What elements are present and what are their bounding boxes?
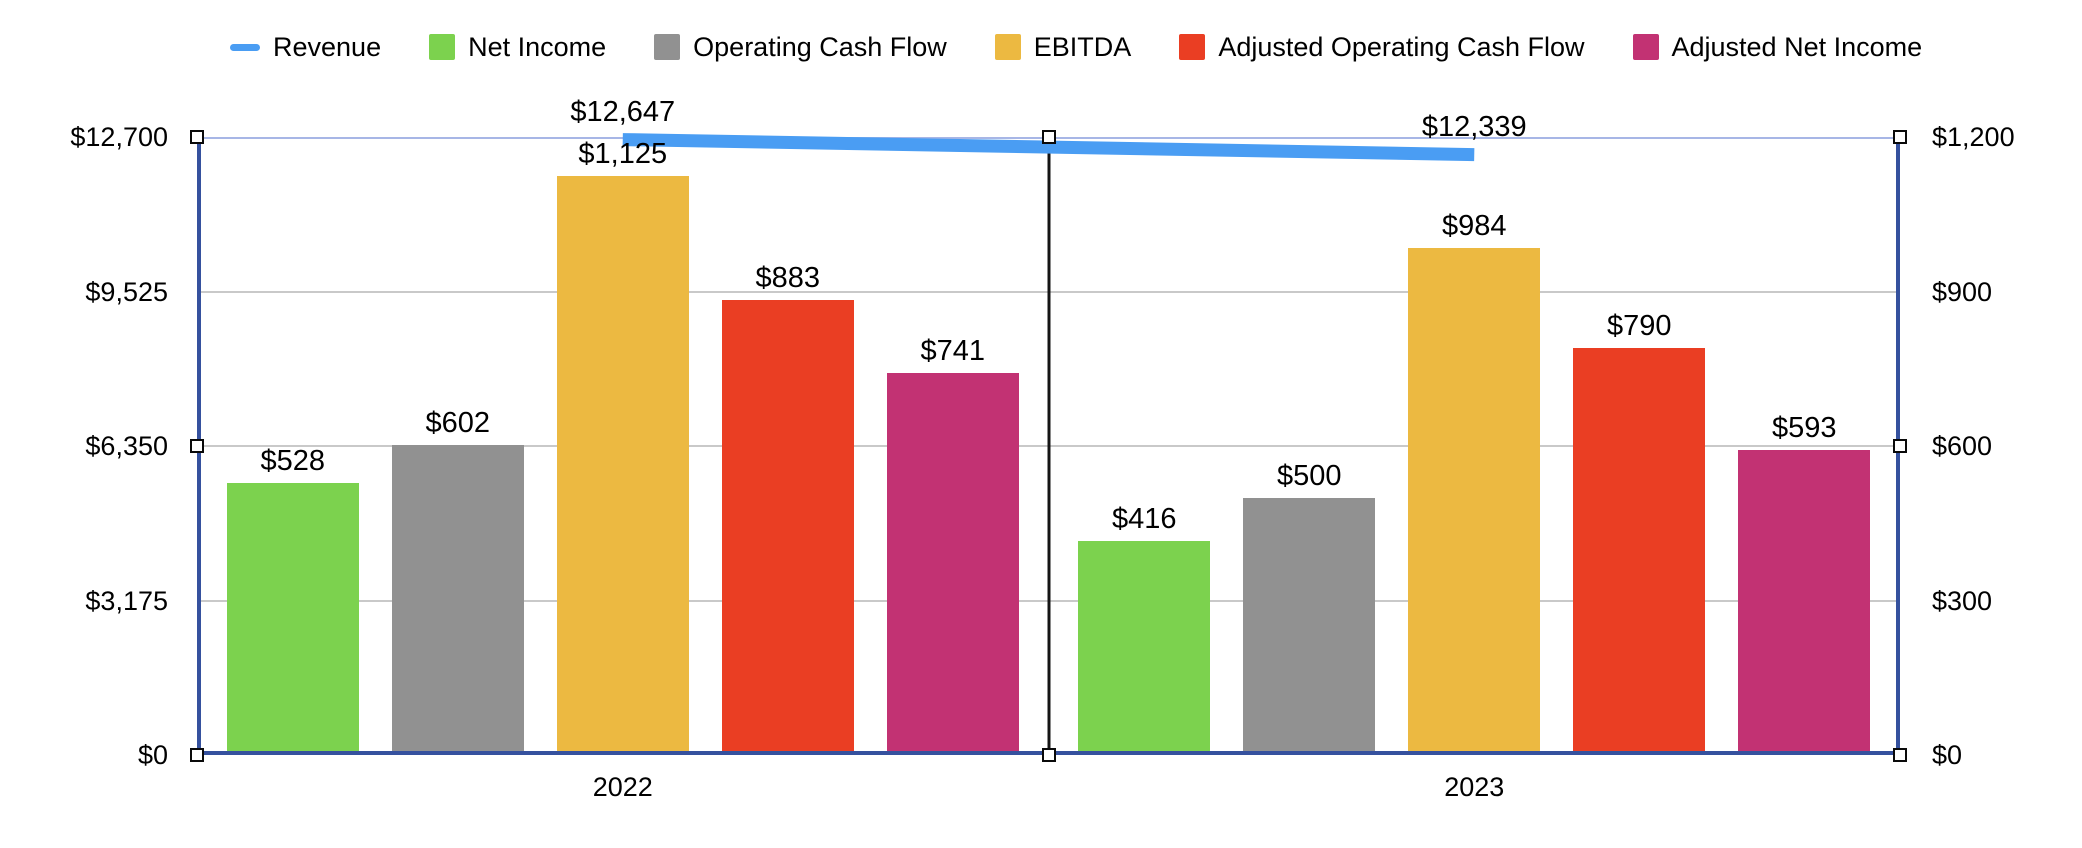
selection-handle-middle-right[interactable] — [1893, 439, 1907, 453]
revenue-line-layer — [622, 133, 1475, 162]
right-axis-tick--1-200: $1,200 — [1932, 122, 2015, 152]
bar-net-income-2022[interactable] — [226, 483, 359, 755]
left-axis-tick--9-525: $9,525 — [85, 276, 168, 307]
legend-label-ebitda: EBITDA — [1033, 32, 1132, 62]
revenue-line[interactable] — [622, 133, 1475, 162]
chart-legend: Revenue Net Income Operating Cash Flow EBIT… — [230, 30, 1922, 64]
legend-label-adjusted-operating-cash-flow: Adjusted Operating Cash Flow — [1218, 32, 1585, 62]
selection-handle-top-left[interactable] — [190, 130, 204, 144]
legend-label-revenue: Revenue — [273, 32, 382, 62]
legend-net-income-swatch-icon — [429, 34, 456, 60]
bar-value-label-ebitda-2023: $984 — [1441, 210, 1507, 243]
revenue-value-label-2023: $12,339 — [1421, 110, 1527, 143]
legend-ebitda-swatch-icon — [994, 34, 1021, 60]
bar-adjusted-net-income-2023[interactable] — [1738, 449, 1871, 755]
legend-item-adjusted-operating-cash-flow[interactable]: Adjusted Operating Cash Flow — [1179, 30, 1585, 64]
legend-item-net-income[interactable]: Net Income — [429, 30, 606, 64]
category-label-2022: 2022 — [592, 772, 653, 802]
legend-item-ebitda[interactable]: EBITDA — [994, 30, 1132, 64]
bar-value-label-ebitda-2022: $1,125 — [578, 137, 668, 170]
right-axis-tick--900: $900 — [1932, 276, 1993, 307]
legend-adjusted-operating-cash-flow-swatch-icon — [1179, 34, 1206, 60]
bar-value-label-net-income-2022: $528 — [260, 445, 326, 478]
bar-value-label-adjusted-operating-cash-flow-2022: $883 — [755, 262, 821, 295]
legend-adjusted-net-income-swatch-icon — [1632, 34, 1659, 60]
legend-label-operating-cash-flow: Operating Cash Flow — [693, 32, 947, 62]
left-axis-tick--12-700: $12,700 — [70, 122, 168, 152]
selection-handle-top-center[interactable] — [1041, 130, 1056, 144]
selection-handle-bottom-right[interactable] — [1893, 748, 1907, 762]
legend-label-net-income: Net Income — [468, 32, 607, 62]
category-label-2023: 2023 — [1444, 772, 1505, 802]
revenue-value-label-2022: $12,647 — [570, 95, 676, 128]
legend-item-operating-cash-flow[interactable]: Operating Cash Flow — [654, 30, 947, 64]
bar-net-income-2023[interactable] — [1078, 540, 1211, 755]
bar-value-label-adjusted-net-income-2022: $741 — [920, 335, 986, 368]
bar-value-label-net-income-2023: $416 — [1111, 502, 1177, 535]
bar-value-label-operating-cash-flow-2022: $602 — [425, 406, 491, 439]
legend-item-adjusted-net-income[interactable]: Adjusted Net Income — [1632, 30, 1923, 64]
left-axis-tick--0: $0 — [137, 740, 168, 770]
right-axis-tick--0: $0 — [1932, 740, 1963, 770]
legend-item-revenue[interactable]: Revenue — [230, 30, 381, 64]
bar-value-label-adjusted-operating-cash-flow-2023: $790 — [1606, 310, 1672, 343]
bar-value-label-adjusted-net-income-2023: $593 — [1771, 411, 1837, 444]
category-separator — [1047, 137, 1050, 755]
legend-operating-cash-flow-swatch-icon — [654, 34, 681, 60]
bar-ebitda-2022[interactable] — [556, 175, 689, 755]
right-axis-tick--300: $300 — [1932, 585, 1993, 616]
legend-label-adjusted-net-income: Adjusted Net Income — [1671, 32, 1923, 62]
bar-ebitda-2023[interactable] — [1408, 248, 1541, 755]
left-value-axis: $12,700 $9,525 $6,350 $3,175 $0 — [0, 0, 168, 848]
right-value-axis: $1,200 $900 $600 $300 $0 — [1932, 0, 2082, 848]
bar-adjusted-operating-cash-flow-2022[interactable] — [721, 300, 854, 755]
selection-handle-bottom-center[interactable] — [1041, 748, 1056, 762]
bar-adjusted-net-income-2022[interactable] — [886, 373, 1019, 755]
selection-handle-middle-left[interactable] — [190, 439, 204, 453]
right-axis-tick--600: $600 — [1932, 431, 1993, 461]
selection-handle-bottom-left[interactable] — [190, 748, 204, 762]
plot-area[interactable]: $528 $602 $1,125 $883 $741 $416 $500 $984 $790 $5… — [197, 96, 1900, 755]
left-axis-tick--3-175: $3,175 — [85, 585, 168, 616]
selection-handle-top-right[interactable] — [1893, 130, 1907, 144]
bar-adjusted-operating-cash-flow-2023[interactable] — [1573, 348, 1706, 755]
bar-operating-cash-flow-2022[interactable] — [391, 444, 524, 755]
legend-revenue-line-marker-icon — [230, 43, 260, 51]
left-axis-tick--6-350: $6,350 — [85, 431, 168, 461]
bar-value-label-operating-cash-flow-2023: $500 — [1276, 459, 1342, 492]
bar-operating-cash-flow-2023[interactable] — [1243, 497, 1376, 755]
